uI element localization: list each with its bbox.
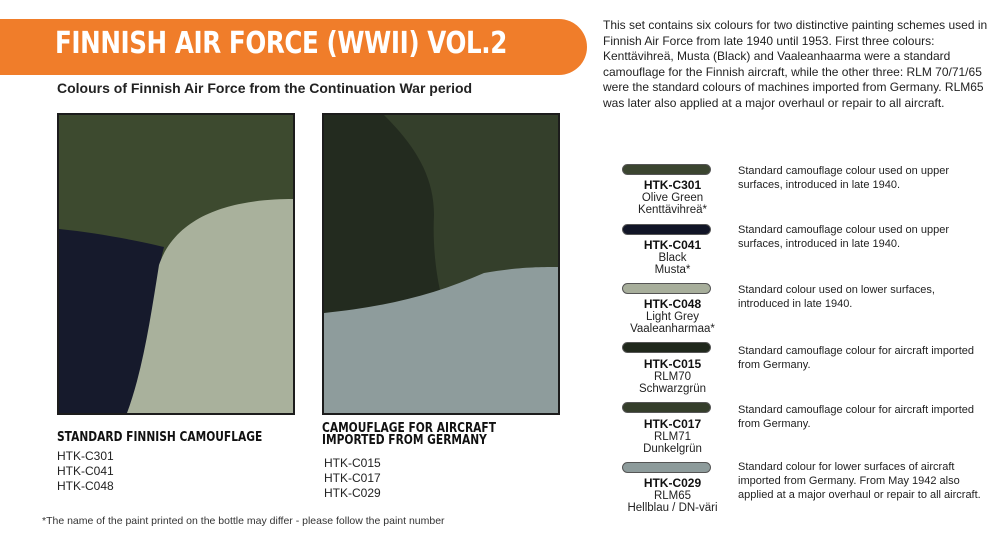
page-title: FINNISH AIR FORCE (WWII) VOL.2 xyxy=(55,26,507,61)
scheme-caption-finnish: STANDARD FINNISH CAMOUFLAGE xyxy=(57,430,263,445)
paint-name-line2: Musta* xyxy=(654,264,691,276)
paint-description: Standard camouflage colour used on upper… xyxy=(738,224,949,250)
paint-name-line1: RLM71 xyxy=(653,430,692,443)
paint-swatch-pill xyxy=(622,283,711,294)
intro-text: This set contains six colours for two di… xyxy=(603,18,988,110)
paint-swatch-pill xyxy=(622,164,711,175)
scheme-code: HTK-C015 xyxy=(324,456,381,470)
paint-description: Standard colour used on lower surfaces, … xyxy=(738,284,935,310)
scheme-code: HTK-C048 xyxy=(57,479,114,493)
paint-label: HTK-C017 RLM71 Dunkelgrün xyxy=(600,418,745,456)
paint-label: HTK-C301 Olive Green Kenttävihreä* xyxy=(600,179,745,217)
paint-name-line2: Dunkelgrün xyxy=(643,443,702,455)
paint-code: HTK-C015 xyxy=(643,357,702,371)
paint-label: HTK-C015 RLM70 Schwarzgrün xyxy=(600,358,745,396)
scheme-code: HTK-C017 xyxy=(324,471,381,485)
paint-name-line2: Hellblau / DN-väri xyxy=(627,502,718,514)
paint-swatch-pill xyxy=(622,224,711,235)
paint-name-line1: Olive Green xyxy=(641,191,704,204)
schwarzgruen-area xyxy=(324,115,444,315)
hellblau-area xyxy=(324,267,558,413)
paint-name-line2: Vaaleanharmaa* xyxy=(630,323,715,335)
paint-code: HTK-C041 xyxy=(643,238,702,252)
paint-description: Standard colour for lower surfaces of ai… xyxy=(738,461,981,501)
scheme-code: HTK-C041 xyxy=(57,464,114,478)
paint-swatch-pill xyxy=(622,342,711,353)
paint-swatch-pill xyxy=(622,462,711,473)
scheme-codes-german: HTK-C015 HTK-C017 HTK-C029 xyxy=(324,456,381,501)
black-area xyxy=(59,229,164,413)
paint-name-line2: Kenttävihreä* xyxy=(637,204,708,216)
german-camouflage-swatch xyxy=(322,113,560,415)
page-subtitle: Colours of Finnish Air Force from the Co… xyxy=(57,80,473,96)
paint-code: HTK-C048 xyxy=(643,297,702,311)
paint-name-line2: Schwarzgrün xyxy=(638,383,707,395)
paint-label: HTK-C048 Light Grey Vaaleanharmaa* xyxy=(600,298,745,336)
paint-label: HTK-C041 Black Musta* xyxy=(600,239,745,277)
paint-description: Standard camouflage colour used on upper… xyxy=(738,165,949,191)
footnote: *The name of the paint printed on the bo… xyxy=(42,515,445,527)
paint-swatch-pill xyxy=(622,402,711,413)
title-banner xyxy=(0,19,587,75)
paint-code: HTK-C017 xyxy=(643,417,702,431)
paint-description: Standard camouflage colour for aircraft … xyxy=(738,345,975,371)
finnish-camouflage-swatch xyxy=(57,113,295,415)
scheme-codes-finnish: HTK-C301 HTK-C041 HTK-C048 xyxy=(57,449,114,494)
paint-code: HTK-C029 xyxy=(643,476,702,490)
scheme-code: HTK-C301 xyxy=(57,449,114,463)
paint-name-line1: RLM65 xyxy=(653,489,692,502)
light-grey-area xyxy=(127,199,293,413)
paint-code: HTK-C301 xyxy=(643,178,702,192)
paint-label: HTK-C029 RLM65 Hellblau / DN-väri xyxy=(600,477,745,515)
scheme-code: HTK-C029 xyxy=(324,486,381,500)
paint-name-line1: Light Grey xyxy=(645,310,700,323)
paint-description: Standard camouflage colour for aircraft … xyxy=(738,404,975,430)
scheme-caption-german: CAMOUFLAGE FOR AIRCRAFT IMPORTED FROM GE… xyxy=(322,421,496,448)
paint-name-line1: Black xyxy=(658,251,687,264)
paint-name-line1: RLM70 xyxy=(653,370,692,383)
